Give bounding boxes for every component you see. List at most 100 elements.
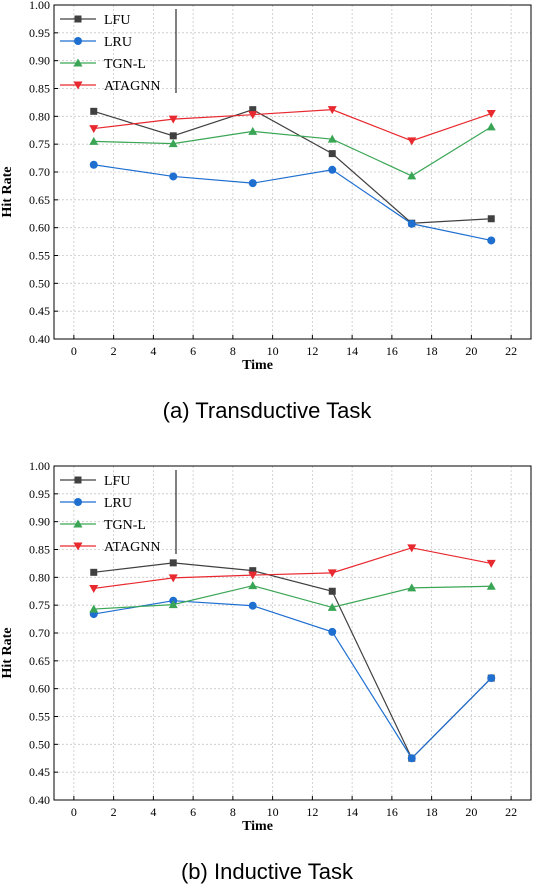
legend-marker <box>73 81 83 90</box>
data-point <box>90 107 98 115</box>
y-tick-label: 0.80 <box>29 109 50 123</box>
y-tick-label: 0.60 <box>29 221 50 235</box>
data-point <box>486 122 496 131</box>
series-tgn-l <box>89 122 496 180</box>
data-point <box>169 172 178 181</box>
y-tick-label: 0.85 <box>29 82 50 96</box>
data-point <box>90 568 98 576</box>
x-tick-label: 20 <box>465 344 477 358</box>
y-tick-label: 1.00 <box>29 459 50 473</box>
x-tick-label: 8 <box>230 344 236 358</box>
y-tick-label: 0.75 <box>29 598 50 612</box>
series-line <box>93 600 492 760</box>
data-point <box>327 569 337 578</box>
data-point <box>248 111 258 120</box>
legend-marker <box>74 498 82 506</box>
data-point <box>248 601 257 610</box>
data-point <box>89 604 99 613</box>
series-line <box>93 126 492 177</box>
x-axis-title: Time <box>242 819 273 834</box>
data-point <box>169 559 177 567</box>
data-point <box>168 600 178 609</box>
y-tick-label: 0.95 <box>29 487 50 501</box>
legend-label: LRU <box>104 35 132 50</box>
legend-label: LFU <box>104 13 130 28</box>
y-tick-label: 0.90 <box>29 515 50 529</box>
data-point <box>168 139 178 148</box>
data-point <box>327 106 337 115</box>
x-tick-label: 12 <box>306 805 318 819</box>
x-tick-label: 22 <box>505 805 517 819</box>
data-point <box>249 567 257 575</box>
x-tick-label: 2 <box>111 805 117 819</box>
legend: LFU LRU TGN-L ATAGNN <box>60 9 177 94</box>
legend-label: LRU <box>104 496 132 511</box>
data-point <box>327 134 337 143</box>
data-point <box>168 115 178 124</box>
data-point <box>486 110 496 119</box>
y-tick-label: 0.65 <box>29 193 50 207</box>
data-point <box>487 674 496 683</box>
x-tick-label: 16 <box>386 805 398 819</box>
y-tick-label: 0.70 <box>29 626 50 640</box>
x-tick-label: 8 <box>230 805 236 819</box>
x-tick-label: 10 <box>267 805 279 819</box>
legend-label: ATAGNN <box>104 540 160 555</box>
data-point <box>89 136 99 145</box>
legend-marker <box>74 37 82 45</box>
chart-caption: (a) Transductive Task <box>163 398 373 423</box>
series-atagnn <box>89 106 496 146</box>
x-tick-label: 2 <box>111 344 117 358</box>
data-point <box>328 627 337 636</box>
y-tick-label: 1.00 <box>29 0 50 12</box>
data-point <box>407 219 416 228</box>
x-tick-label: 16 <box>386 344 398 358</box>
data-point <box>249 106 257 114</box>
x-tick-label: 4 <box>150 344 156 358</box>
legend: LFU LRU TGN-L ATAGNN <box>60 470 177 555</box>
x-tick-label: 0 <box>71 344 77 358</box>
y-tick-label: 0.80 <box>29 570 50 584</box>
legend-label: TGN-L <box>104 518 146 533</box>
data-point <box>327 602 337 611</box>
data-point <box>407 544 417 553</box>
data-point <box>486 581 496 590</box>
data-point <box>486 559 496 568</box>
data-point <box>89 125 99 134</box>
legend-label: TGN-L <box>104 57 146 72</box>
y-tick-label: 0.50 <box>29 276 50 290</box>
data-point <box>248 179 257 188</box>
data-point <box>248 581 258 590</box>
x-tick-label: 14 <box>346 805 358 819</box>
legend-marker <box>74 15 82 23</box>
data-point <box>407 137 417 146</box>
data-point <box>328 165 337 174</box>
legend-marker <box>74 476 82 484</box>
x-tick-label: 0 <box>71 805 77 819</box>
y-tick-label: 0.85 <box>29 543 50 557</box>
y-tick-label: 0.45 <box>29 304 50 318</box>
x-tick-label: 12 <box>306 344 318 358</box>
series-line <box>93 109 492 224</box>
y-tick-label: 0.55 <box>29 710 50 724</box>
series-lru <box>89 596 496 763</box>
data-point <box>168 574 178 583</box>
legend-label: ATAGNN <box>104 79 160 94</box>
legend-marker <box>73 519 83 528</box>
data-point <box>328 150 336 158</box>
data-point <box>169 132 177 140</box>
series-lfu <box>90 106 495 227</box>
y-tick-label: 0.90 <box>29 54 50 68</box>
y-tick-label: 0.40 <box>29 332 50 346</box>
chart-caption: (b) Inductive Task <box>181 859 354 884</box>
data-point <box>248 126 258 135</box>
data-point <box>328 587 336 595</box>
data-point <box>407 583 417 592</box>
x-tick-label: 18 <box>426 805 438 819</box>
y-tick-label: 0.50 <box>29 737 50 751</box>
y-tick-label: 0.55 <box>29 249 50 263</box>
series-tgn-l <box>89 581 496 613</box>
y-tick-label: 0.70 <box>29 165 50 179</box>
data-point <box>487 236 496 245</box>
